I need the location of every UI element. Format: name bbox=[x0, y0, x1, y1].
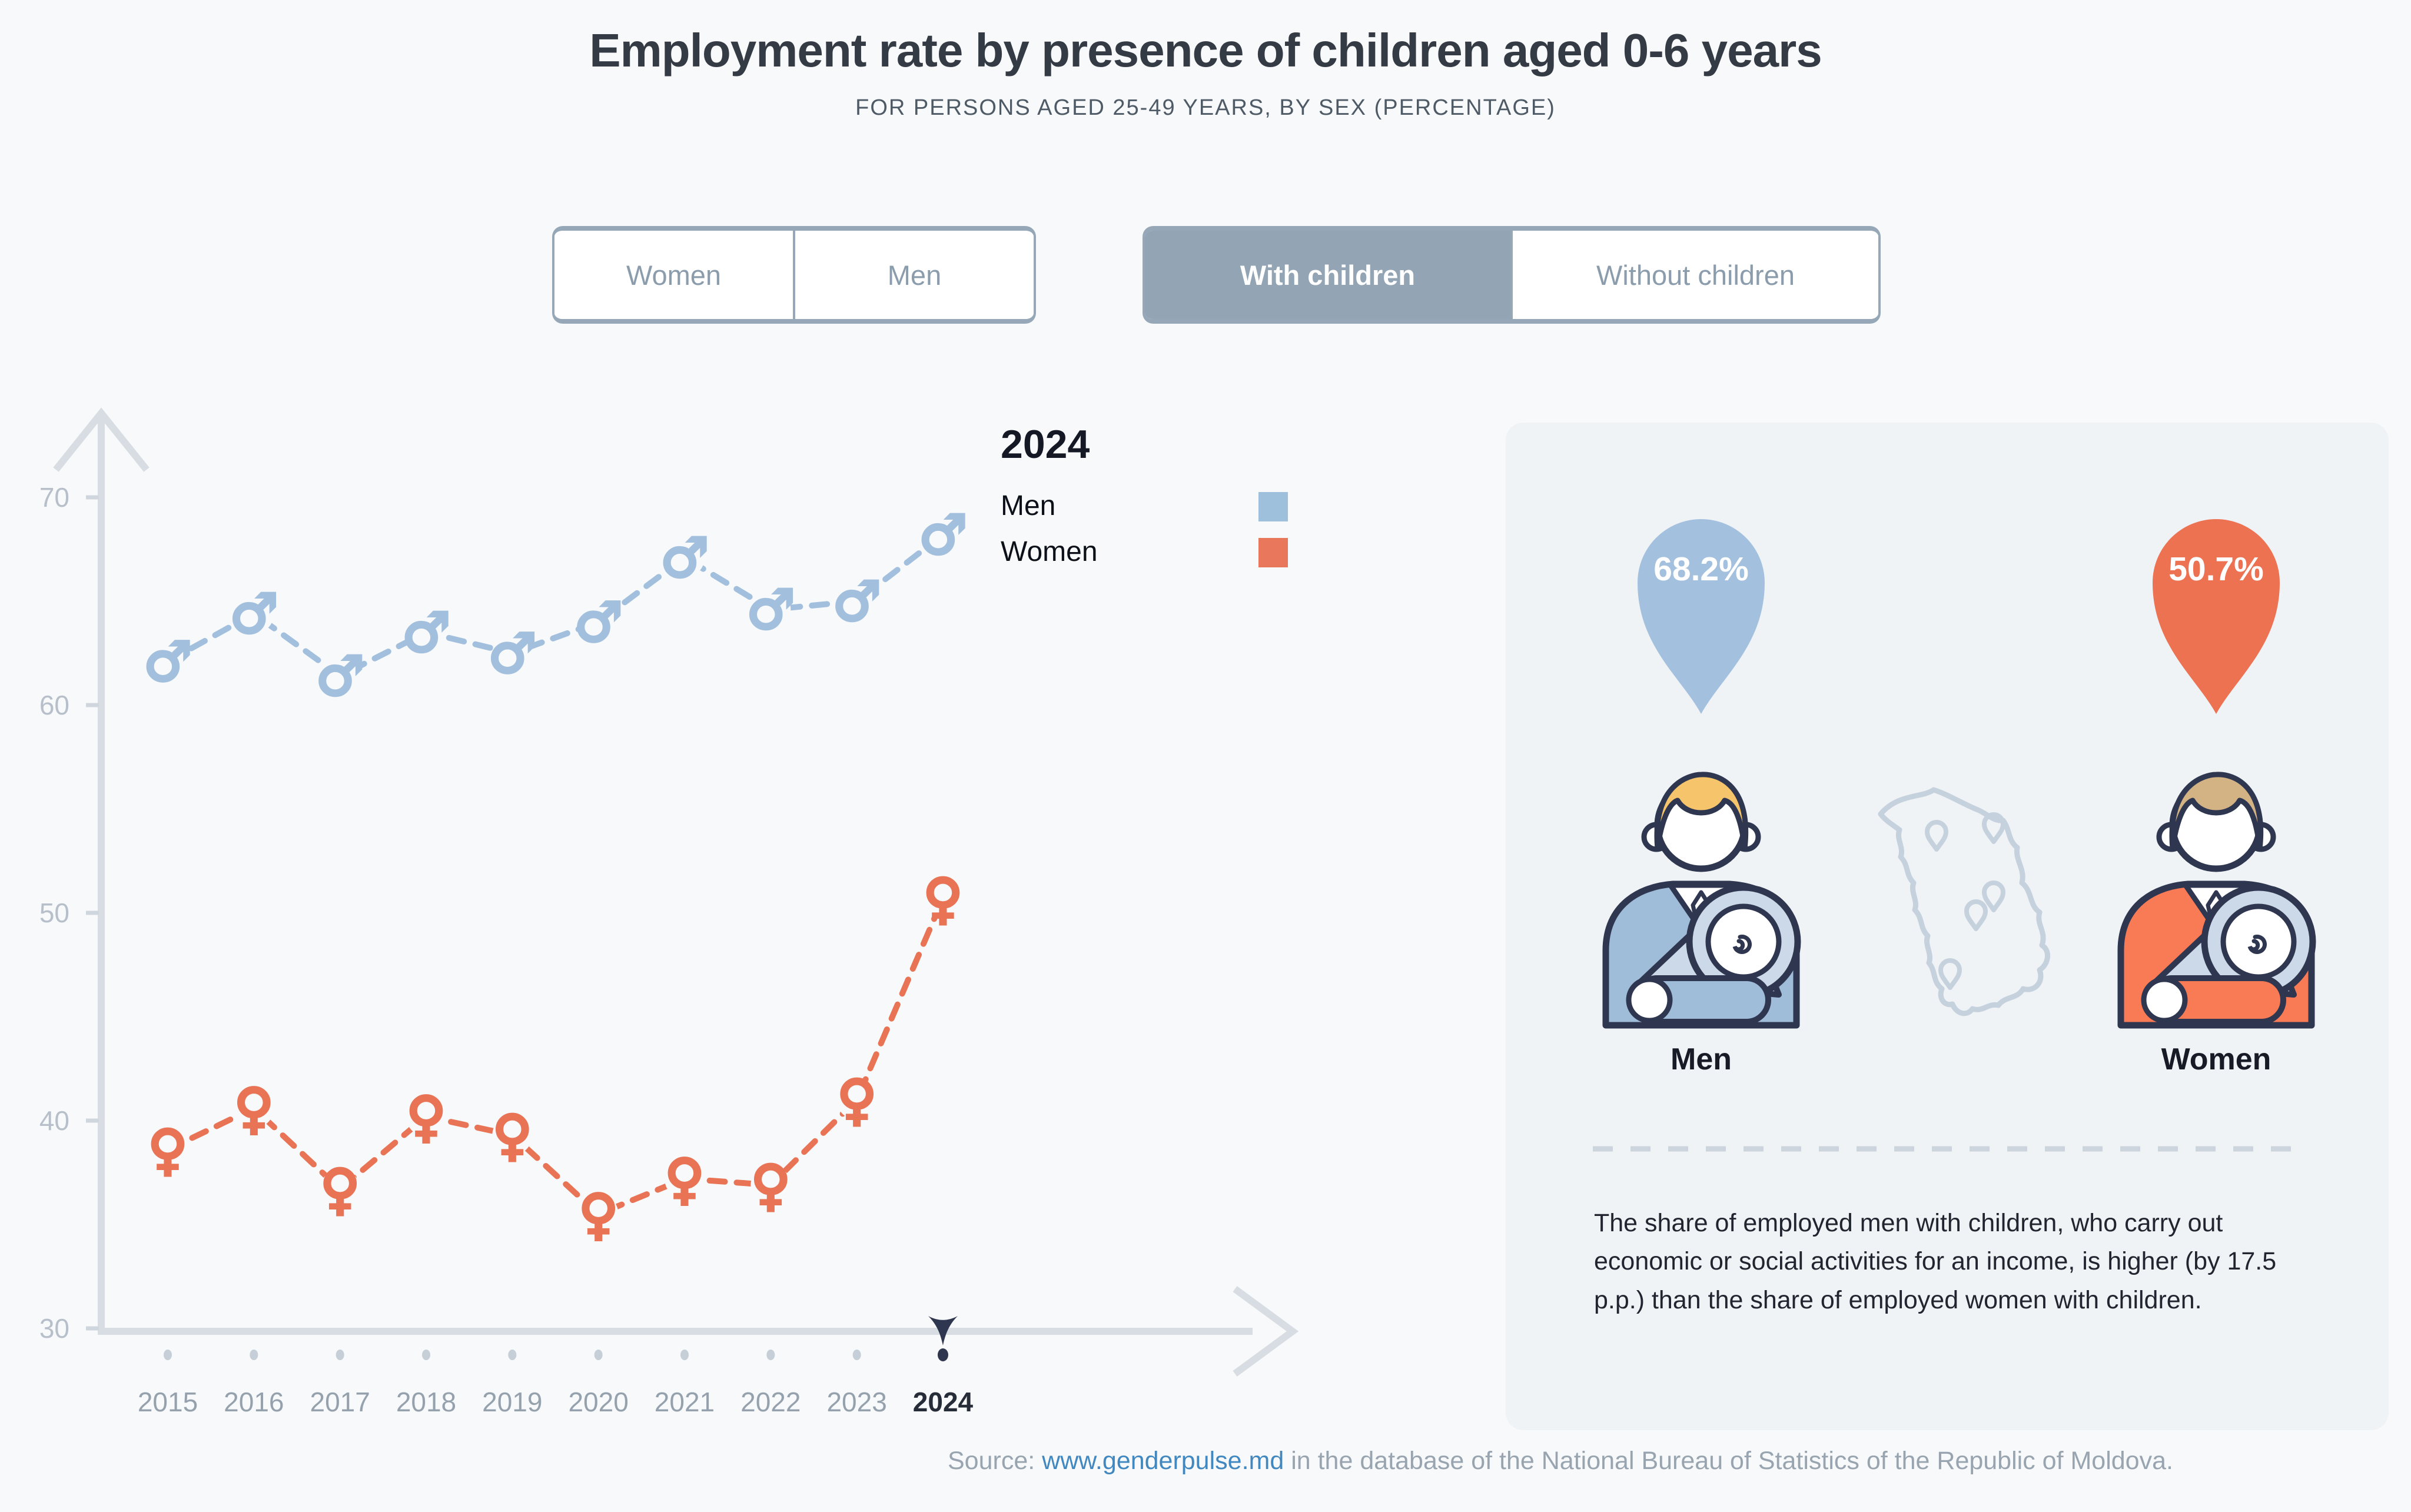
svg-text:2019: 2019 bbox=[482, 1387, 542, 1417]
svg-text:♂: ♂ bbox=[316, 645, 364, 708]
svg-text:♂: ♂ bbox=[574, 591, 622, 654]
source-prefix: Source: bbox=[948, 1447, 1042, 1475]
page-subtitle: FOR PERSONS AGED 25-49 YEARS, BY SEX (PE… bbox=[855, 95, 1556, 120]
dashed-divider bbox=[1593, 1146, 2303, 1152]
svg-text:♀: ♀ bbox=[493, 1104, 532, 1167]
summary-panel: 68.2% 50.7% bbox=[1506, 423, 2389, 1430]
svg-text:40: 40 bbox=[39, 1105, 69, 1136]
svg-text:♀: ♀ bbox=[234, 1077, 274, 1140]
svg-text:♀: ♀ bbox=[665, 1148, 704, 1211]
svg-text:♀: ♀ bbox=[751, 1154, 791, 1217]
balloon-pin-icon bbox=[1638, 519, 1765, 714]
svg-text:♂: ♂ bbox=[230, 583, 278, 646]
balloon-pin-icon bbox=[2153, 519, 2280, 714]
svg-text:50: 50 bbox=[39, 898, 69, 928]
legend-year: 2024 bbox=[1001, 422, 1090, 467]
svg-text:60: 60 bbox=[39, 690, 69, 720]
sex-toggle-group: Women Men bbox=[552, 226, 1036, 324]
women-value: 50.7% bbox=[2168, 550, 2264, 588]
men-value-balloon: 68.2% bbox=[1630, 511, 1772, 717]
women-value-balloon: 50.7% bbox=[2146, 511, 2287, 717]
legend-swatch-men-icon bbox=[1258, 492, 1288, 521]
men-value: 68.2% bbox=[1653, 550, 1749, 588]
svg-text:♀: ♀ bbox=[923, 867, 962, 930]
men-figure-label: Men bbox=[1671, 1042, 1732, 1076]
moldova-map-icon bbox=[1845, 752, 2063, 1035]
svg-text:♂: ♂ bbox=[402, 601, 450, 664]
woman-with-baby-icon bbox=[2098, 747, 2334, 1030]
svg-text:♂: ♂ bbox=[660, 526, 709, 589]
svg-text:♀: ♀ bbox=[579, 1183, 618, 1246]
source-suffix: in the database of the National Bureau o… bbox=[1284, 1447, 2173, 1475]
svg-text:2024: 2024 bbox=[913, 1387, 974, 1417]
svg-text:2023: 2023 bbox=[826, 1387, 886, 1417]
svg-text:♀: ♀ bbox=[406, 1085, 446, 1148]
toggle-with-children[interactable]: With children bbox=[1145, 231, 1510, 319]
page-title: Employment rate by presence of children … bbox=[589, 24, 1822, 77]
svg-text:2021: 2021 bbox=[655, 1387, 715, 1417]
legend-item-women: Women bbox=[1001, 533, 1295, 579]
summary-text: The share of employed men with children,… bbox=[1594, 1209, 2277, 1314]
svg-text:♂: ♂ bbox=[144, 630, 192, 693]
svg-text:♂: ♂ bbox=[832, 570, 881, 633]
svg-text:♀: ♀ bbox=[148, 1118, 187, 1181]
toggle-men[interactable]: Men bbox=[793, 231, 1034, 319]
legend-item-men: Men bbox=[1001, 487, 1295, 533]
svg-text:♀: ♀ bbox=[837, 1069, 876, 1132]
legend-swatch-women-icon bbox=[1258, 538, 1288, 567]
svg-text:♀: ♀ bbox=[320, 1158, 360, 1221]
line-chart: 30 40 50 60 70 2015 2016 2017 2018 2019 2020 2021 20… bbox=[39, 407, 1299, 1417]
svg-text:2018: 2018 bbox=[396, 1387, 456, 1417]
toggle-without-children[interactable]: Without children bbox=[1510, 231, 1878, 319]
svg-text:♂: ♂ bbox=[488, 622, 536, 685]
women-figure-label: Women bbox=[2161, 1042, 2271, 1076]
svg-text:2015: 2015 bbox=[138, 1387, 198, 1417]
svg-text:70: 70 bbox=[39, 482, 69, 513]
legend-label-men: Men bbox=[1001, 490, 1056, 521]
source-link[interactable]: www.genderpulse.md bbox=[1042, 1447, 1284, 1475]
svg-text:♂: ♂ bbox=[919, 504, 967, 567]
toggle-women[interactable]: Women bbox=[554, 231, 793, 319]
svg-text:2022: 2022 bbox=[740, 1387, 801, 1417]
chart-legend: 2024 Men Women bbox=[1001, 421, 1295, 579]
source-line: Source: www.genderpulse.md in the databa… bbox=[948, 1447, 2173, 1476]
man-with-baby-icon bbox=[1583, 747, 1819, 1030]
legend-label-women: Women bbox=[1001, 536, 1098, 567]
children-toggle-group: With children Without children bbox=[1143, 226, 1881, 324]
svg-text:2016: 2016 bbox=[224, 1387, 284, 1417]
svg-text:30: 30 bbox=[39, 1313, 69, 1344]
svg-text:2020: 2020 bbox=[568, 1387, 628, 1417]
svg-text:2017: 2017 bbox=[310, 1387, 370, 1417]
svg-text:♂: ♂ bbox=[746, 579, 795, 642]
